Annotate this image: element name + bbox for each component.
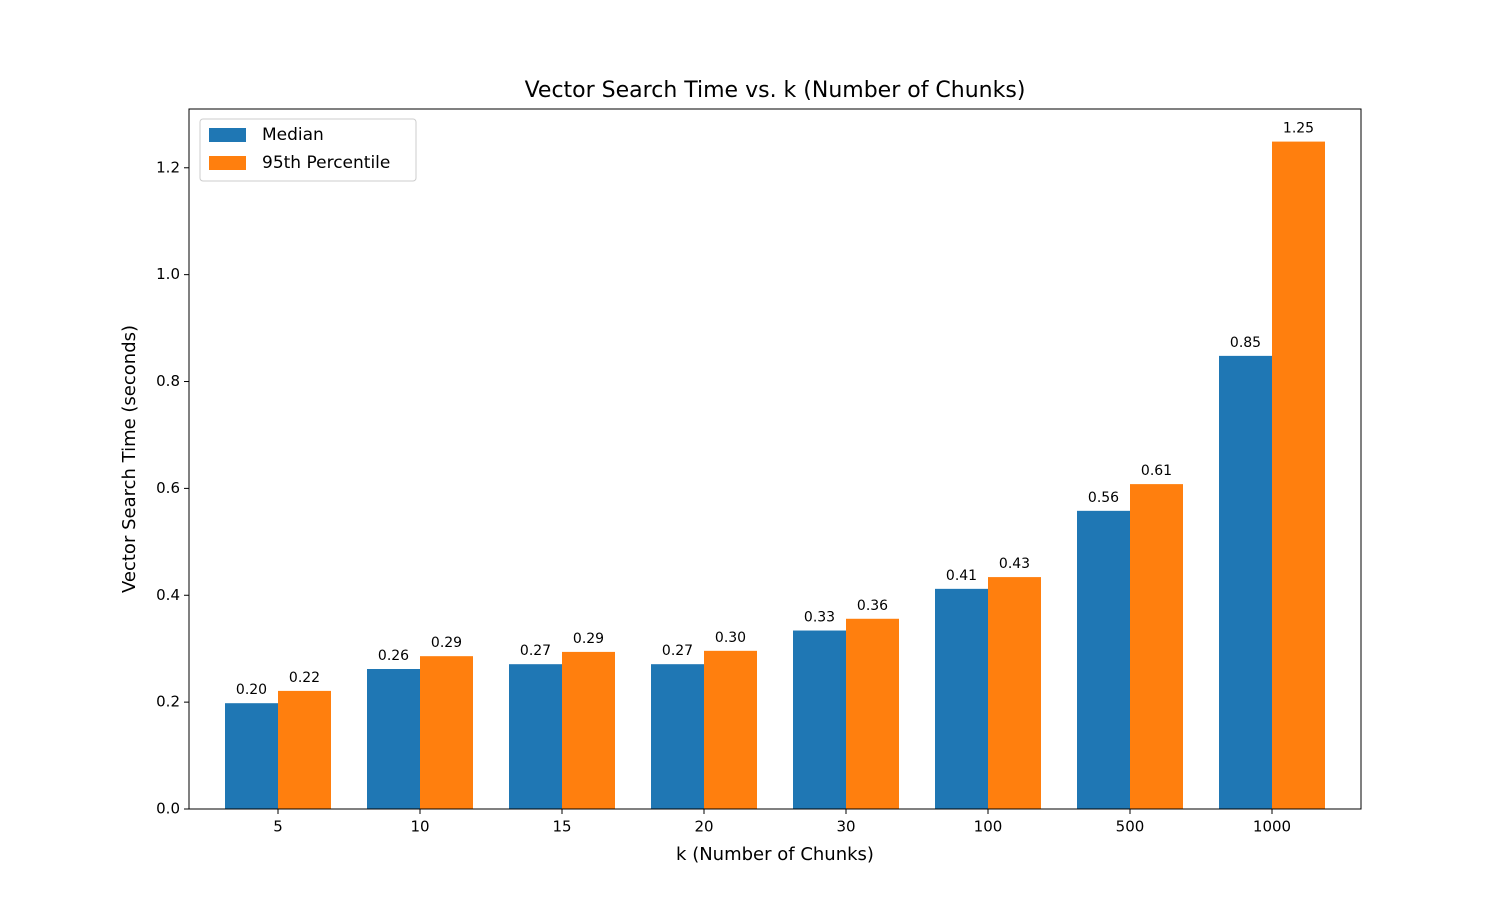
value-label: 0.27 [520, 643, 551, 659]
bar [1219, 355, 1272, 809]
value-label: 0.26 [378, 648, 409, 664]
value-label: 0.85 [1230, 335, 1261, 351]
y-tick-label: 0.0 [156, 800, 180, 818]
bar [988, 577, 1041, 809]
bar [278, 690, 331, 809]
legend-swatch [209, 128, 246, 142]
value-label: 0.20 [236, 682, 267, 698]
y-tick-label: 1.2 [156, 158, 180, 176]
legend-label: 95th Percentile [262, 153, 390, 173]
bar [651, 664, 704, 809]
value-label: 0.30 [715, 630, 746, 646]
x-tick-label: 5 [273, 818, 283, 836]
x-tick-label: 30 [836, 818, 855, 836]
value-label: 0.33 [804, 610, 835, 626]
bar [704, 650, 757, 809]
y-tick-label: 0.4 [156, 586, 180, 604]
x-axis-label: k (Number of Chunks) [676, 844, 874, 865]
legend-swatch [209, 156, 246, 170]
x-tick-label: 500 [1116, 818, 1145, 836]
value-label: 0.43 [999, 556, 1030, 572]
bar [793, 630, 846, 809]
value-label: 0.41 [946, 568, 977, 584]
value-label: 0.61 [1141, 463, 1172, 479]
bar [1077, 510, 1130, 809]
chart-title: Vector Search Time vs. k (Number of Chun… [525, 78, 1026, 103]
value-label: 0.22 [289, 670, 320, 686]
legend-label: Median [262, 125, 324, 145]
x-tick-label: 10 [410, 818, 429, 836]
x-tick-label: 15 [552, 818, 571, 836]
y-tick-label: 1.0 [156, 265, 180, 283]
value-label: 0.27 [662, 643, 693, 659]
y-tick-label: 0.8 [156, 372, 180, 390]
bar [509, 664, 562, 809]
value-label: 0.56 [1088, 490, 1119, 506]
y-tick-label: 0.2 [156, 693, 180, 711]
x-tick-label: 20 [694, 818, 713, 836]
bar [1130, 484, 1183, 809]
x-tick-label: 1000 [1253, 818, 1291, 836]
bar [225, 703, 278, 809]
bar [935, 588, 988, 809]
bar [846, 618, 899, 809]
y-axis-label: Vector Search Time (seconds) [119, 325, 140, 593]
bar [420, 656, 473, 809]
legend-box [199, 118, 417, 182]
value-label: 1.25 [1283, 121, 1314, 137]
value-label: 0.29 [573, 631, 604, 647]
y-tick-label: 0.6 [156, 479, 180, 497]
value-label: 0.29 [431, 635, 462, 651]
x-tick-label: 100 [974, 818, 1003, 836]
value-label: 0.36 [857, 598, 888, 614]
bar [562, 651, 615, 809]
bar [1272, 141, 1325, 810]
plot-frame [188, 108, 1362, 810]
bar [367, 669, 420, 809]
